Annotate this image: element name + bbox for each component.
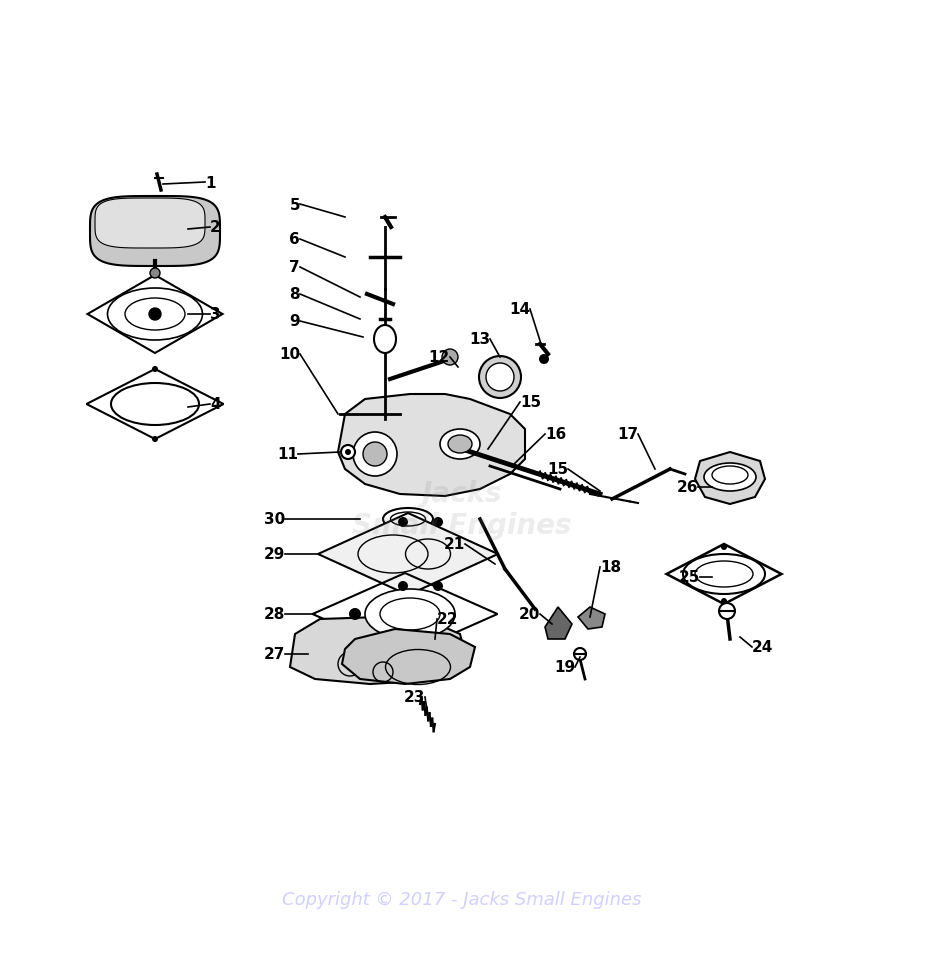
Text: 24: 24	[752, 640, 773, 654]
Ellipse shape	[365, 589, 455, 639]
Text: 17: 17	[617, 427, 638, 442]
Text: 15: 15	[520, 395, 541, 410]
Circle shape	[539, 355, 549, 364]
Polygon shape	[695, 453, 765, 505]
Text: 7: 7	[290, 260, 300, 275]
Text: 28: 28	[264, 606, 285, 622]
Text: 12: 12	[429, 350, 450, 365]
Circle shape	[152, 366, 158, 373]
Text: 14: 14	[509, 302, 530, 317]
Text: 16: 16	[545, 427, 566, 442]
Circle shape	[719, 604, 735, 619]
Text: 10: 10	[278, 347, 300, 362]
Circle shape	[150, 269, 160, 279]
Polygon shape	[578, 607, 605, 629]
Text: 8: 8	[290, 287, 300, 302]
Text: 18: 18	[600, 560, 621, 575]
Text: 25: 25	[679, 570, 700, 585]
Circle shape	[574, 649, 586, 660]
Circle shape	[442, 350, 458, 365]
Circle shape	[721, 545, 727, 551]
Circle shape	[341, 446, 355, 459]
Circle shape	[363, 442, 387, 466]
Text: 4: 4	[210, 397, 221, 412]
Ellipse shape	[486, 363, 514, 391]
Ellipse shape	[380, 599, 440, 630]
Text: 29: 29	[264, 547, 285, 562]
Text: Jacks
Small Engines: Jacks Small Engines	[352, 480, 572, 540]
Circle shape	[721, 599, 727, 604]
Text: 22: 22	[437, 612, 459, 627]
Polygon shape	[545, 607, 572, 639]
Circle shape	[398, 581, 408, 591]
Ellipse shape	[695, 561, 753, 587]
Polygon shape	[290, 617, 465, 684]
Polygon shape	[95, 199, 205, 249]
Text: 23: 23	[403, 690, 425, 704]
Text: 13: 13	[469, 333, 490, 347]
Text: 15: 15	[547, 462, 568, 477]
Text: 19: 19	[554, 660, 575, 675]
Circle shape	[149, 308, 161, 321]
Text: 20: 20	[519, 606, 540, 622]
Ellipse shape	[374, 326, 396, 354]
Polygon shape	[338, 395, 525, 497]
Circle shape	[353, 432, 397, 477]
Text: Copyright © 2017 - Jacks Small Engines: Copyright © 2017 - Jacks Small Engines	[282, 890, 642, 908]
Text: 6: 6	[290, 233, 300, 247]
Ellipse shape	[704, 463, 756, 491]
Text: 3: 3	[210, 308, 221, 322]
Circle shape	[152, 436, 158, 442]
Text: 2: 2	[210, 220, 221, 235]
Text: 27: 27	[264, 647, 285, 662]
Circle shape	[398, 517, 408, 528]
Circle shape	[433, 581, 443, 591]
Ellipse shape	[448, 435, 472, 454]
Text: 11: 11	[277, 447, 298, 462]
Ellipse shape	[111, 383, 199, 426]
Text: 30: 30	[264, 512, 285, 527]
Text: 26: 26	[676, 480, 698, 495]
Ellipse shape	[479, 357, 521, 399]
Polygon shape	[90, 197, 220, 267]
Ellipse shape	[683, 554, 765, 595]
Circle shape	[345, 450, 351, 456]
Text: 21: 21	[444, 537, 465, 552]
Polygon shape	[342, 629, 475, 684]
Text: 5: 5	[290, 197, 300, 212]
Text: 9: 9	[290, 314, 300, 330]
Ellipse shape	[440, 430, 480, 459]
Text: 1: 1	[205, 175, 216, 190]
Circle shape	[433, 517, 443, 528]
Circle shape	[349, 608, 361, 621]
Polygon shape	[318, 513, 498, 596]
